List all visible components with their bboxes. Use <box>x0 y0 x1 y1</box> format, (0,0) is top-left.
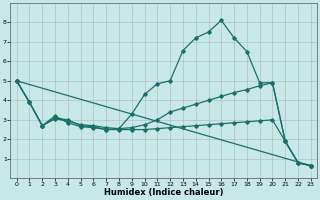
X-axis label: Humidex (Indice chaleur): Humidex (Indice chaleur) <box>104 188 223 197</box>
